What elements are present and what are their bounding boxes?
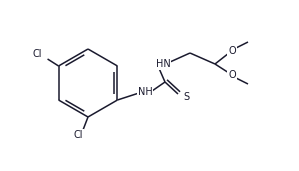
Text: S: S [183, 92, 189, 102]
Text: O: O [228, 70, 236, 80]
Text: Cl: Cl [33, 49, 42, 59]
Text: NH: NH [138, 87, 152, 97]
Text: Cl: Cl [73, 130, 83, 140]
Text: HN: HN [155, 59, 170, 69]
Text: O: O [228, 46, 236, 56]
